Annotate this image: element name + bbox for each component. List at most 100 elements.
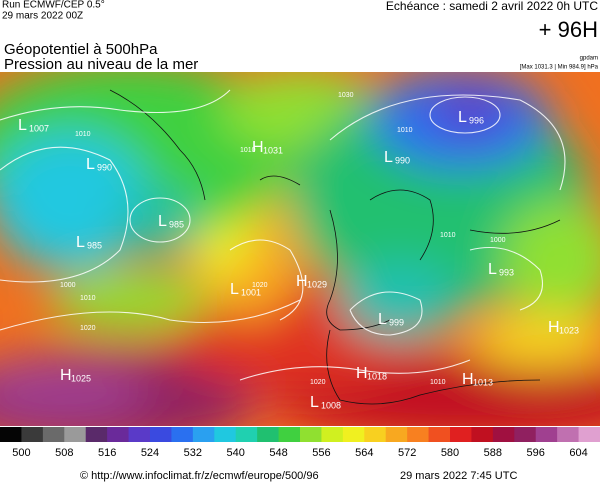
pressure-value: 990	[97, 162, 112, 172]
isobar-label: 1020	[310, 379, 326, 386]
pressure-letter: L	[230, 281, 239, 298]
pressure-value: 985	[169, 219, 184, 229]
colorbar-label: 588	[484, 447, 502, 459]
isobar-label: 1010	[75, 131, 91, 138]
colorbar-label: 604	[569, 447, 587, 459]
colorbar-label: 508	[55, 447, 73, 459]
forecast-time: Echéance : samedi 2 avril 2022 0h UTC	[386, 0, 598, 13]
pressure-value: 990	[395, 155, 410, 165]
isobar-label: 1010	[430, 379, 446, 386]
colorbar-label: 540	[227, 447, 245, 459]
pressure-letter: L	[458, 109, 467, 126]
pressure-value: 1013	[473, 377, 493, 387]
colorbar-swatch	[235, 427, 258, 442]
colorbar-label: 548	[269, 447, 287, 459]
pressure-letter: L	[158, 213, 167, 230]
pressure-letter: L	[384, 149, 393, 166]
colorbar-swatch	[171, 427, 194, 442]
isobar-label: 1010	[80, 295, 96, 302]
colorbar: 500 508 516 524 532 540 548 556 564 572 580 588 596 6…	[0, 427, 600, 459]
colorbar-swatch	[107, 427, 130, 442]
colorbar-swatch	[278, 427, 301, 442]
pressure-letter: L	[18, 117, 27, 134]
pressure-value: 985	[87, 240, 102, 250]
pressure-value: 1008	[321, 400, 341, 410]
colorbar-label: 580	[441, 447, 459, 459]
pressure-letter: H	[462, 371, 474, 388]
pressure-value: 1018	[367, 371, 387, 381]
pressure-value: 1001	[241, 287, 261, 297]
map: 1010 1010 1000 1020 1010 1020 1030 1010 …	[0, 72, 600, 426]
colorbar-label: 516	[98, 447, 116, 459]
colorbar-label: 556	[312, 447, 330, 459]
isobar-label: 1010	[397, 127, 413, 134]
colorbar-swatch	[385, 427, 408, 442]
colorbar-label: 596	[527, 447, 545, 459]
pressure-letter: L	[488, 261, 497, 278]
isobar-label: 1000	[490, 237, 506, 244]
colorbar-swatch	[492, 427, 515, 442]
pressure-letter: L	[378, 311, 387, 328]
run-date: 29 mars 2022 00Z	[2, 11, 83, 22]
colorbar-swatch	[514, 427, 537, 442]
colorbar-swatch	[578, 427, 600, 442]
colorbar-label: 564	[355, 447, 373, 459]
colorbar-label: 532	[184, 447, 202, 459]
isobar-label: 1020	[80, 325, 96, 332]
footer-timestamp: 29 mars 2022 7:45 UTC	[400, 470, 517, 482]
colorbar-swatch	[64, 427, 87, 442]
isobar-label: 1010	[440, 232, 456, 239]
colorbar-swatch	[321, 427, 344, 442]
pressure-letter: H	[296, 273, 308, 290]
pressure-letter: H	[356, 365, 368, 382]
colorbar-swatch	[150, 427, 172, 442]
colorbar-label: 500	[12, 447, 30, 459]
colorbar-swatch	[471, 427, 494, 442]
colorbar-swatch	[428, 427, 451, 442]
colorbar-label: 524	[141, 447, 159, 459]
pressure-letter: H	[60, 367, 72, 384]
colorbar-swatch	[300, 427, 322, 442]
pressure-value: 993	[499, 267, 514, 277]
pressure-value: 1007	[29, 123, 49, 133]
pressure-letter: H	[252, 139, 264, 156]
colorbar-swatch	[192, 427, 215, 442]
pressure-value: 996	[469, 115, 484, 125]
colorbar-swatch	[214, 427, 237, 442]
isobar-label: 1000	[60, 282, 76, 289]
colorbar-swatch	[0, 427, 22, 442]
title-line-2: Pression au niveau de la mer	[4, 56, 198, 73]
colorbar-swatch	[342, 427, 365, 442]
title-line-1: Géopotentiel à 500hPa	[4, 41, 158, 58]
colorbar-swatch	[557, 427, 580, 442]
extremes: [Max 1031.3 | Min 984.9] hPa	[520, 65, 599, 71]
colorbar-swatch	[21, 427, 44, 442]
colorbar-swatch	[42, 427, 65, 442]
colorbar-label: 572	[398, 447, 416, 459]
colorbar-swatch	[450, 427, 472, 442]
pressure-value: 1023	[559, 325, 579, 335]
pressure-value: 1031	[263, 145, 283, 155]
pressure-letter: L	[86, 156, 95, 173]
isobar-label: 1010	[240, 147, 256, 154]
colorbar-swatch	[85, 427, 108, 442]
unit: gpdam	[580, 56, 598, 62]
colorbar-swatch	[257, 427, 280, 442]
isobar-label: 1020	[252, 282, 268, 289]
colorbar-swatch	[364, 427, 387, 442]
pressure-value: 1025	[71, 373, 91, 383]
pressure-letter: L	[76, 234, 85, 251]
pressure-value: 1029	[307, 279, 327, 289]
pressure-letter: L	[310, 394, 319, 411]
colorbar-swatch	[407, 427, 430, 442]
colorbar-swatch	[535, 427, 558, 442]
isobar-label: 1030	[338, 92, 354, 99]
lead-time: + 96H	[539, 17, 598, 42]
colorbar-swatch	[128, 427, 151, 442]
pressure-value: 999	[389, 317, 404, 327]
pressure-letter: H	[548, 319, 560, 336]
run-info: Run ECMWF/CEP 0.5°	[2, 0, 105, 11]
footer-url: © http://www.infoclimat.fr/z/ecmwf/europ…	[80, 470, 319, 482]
